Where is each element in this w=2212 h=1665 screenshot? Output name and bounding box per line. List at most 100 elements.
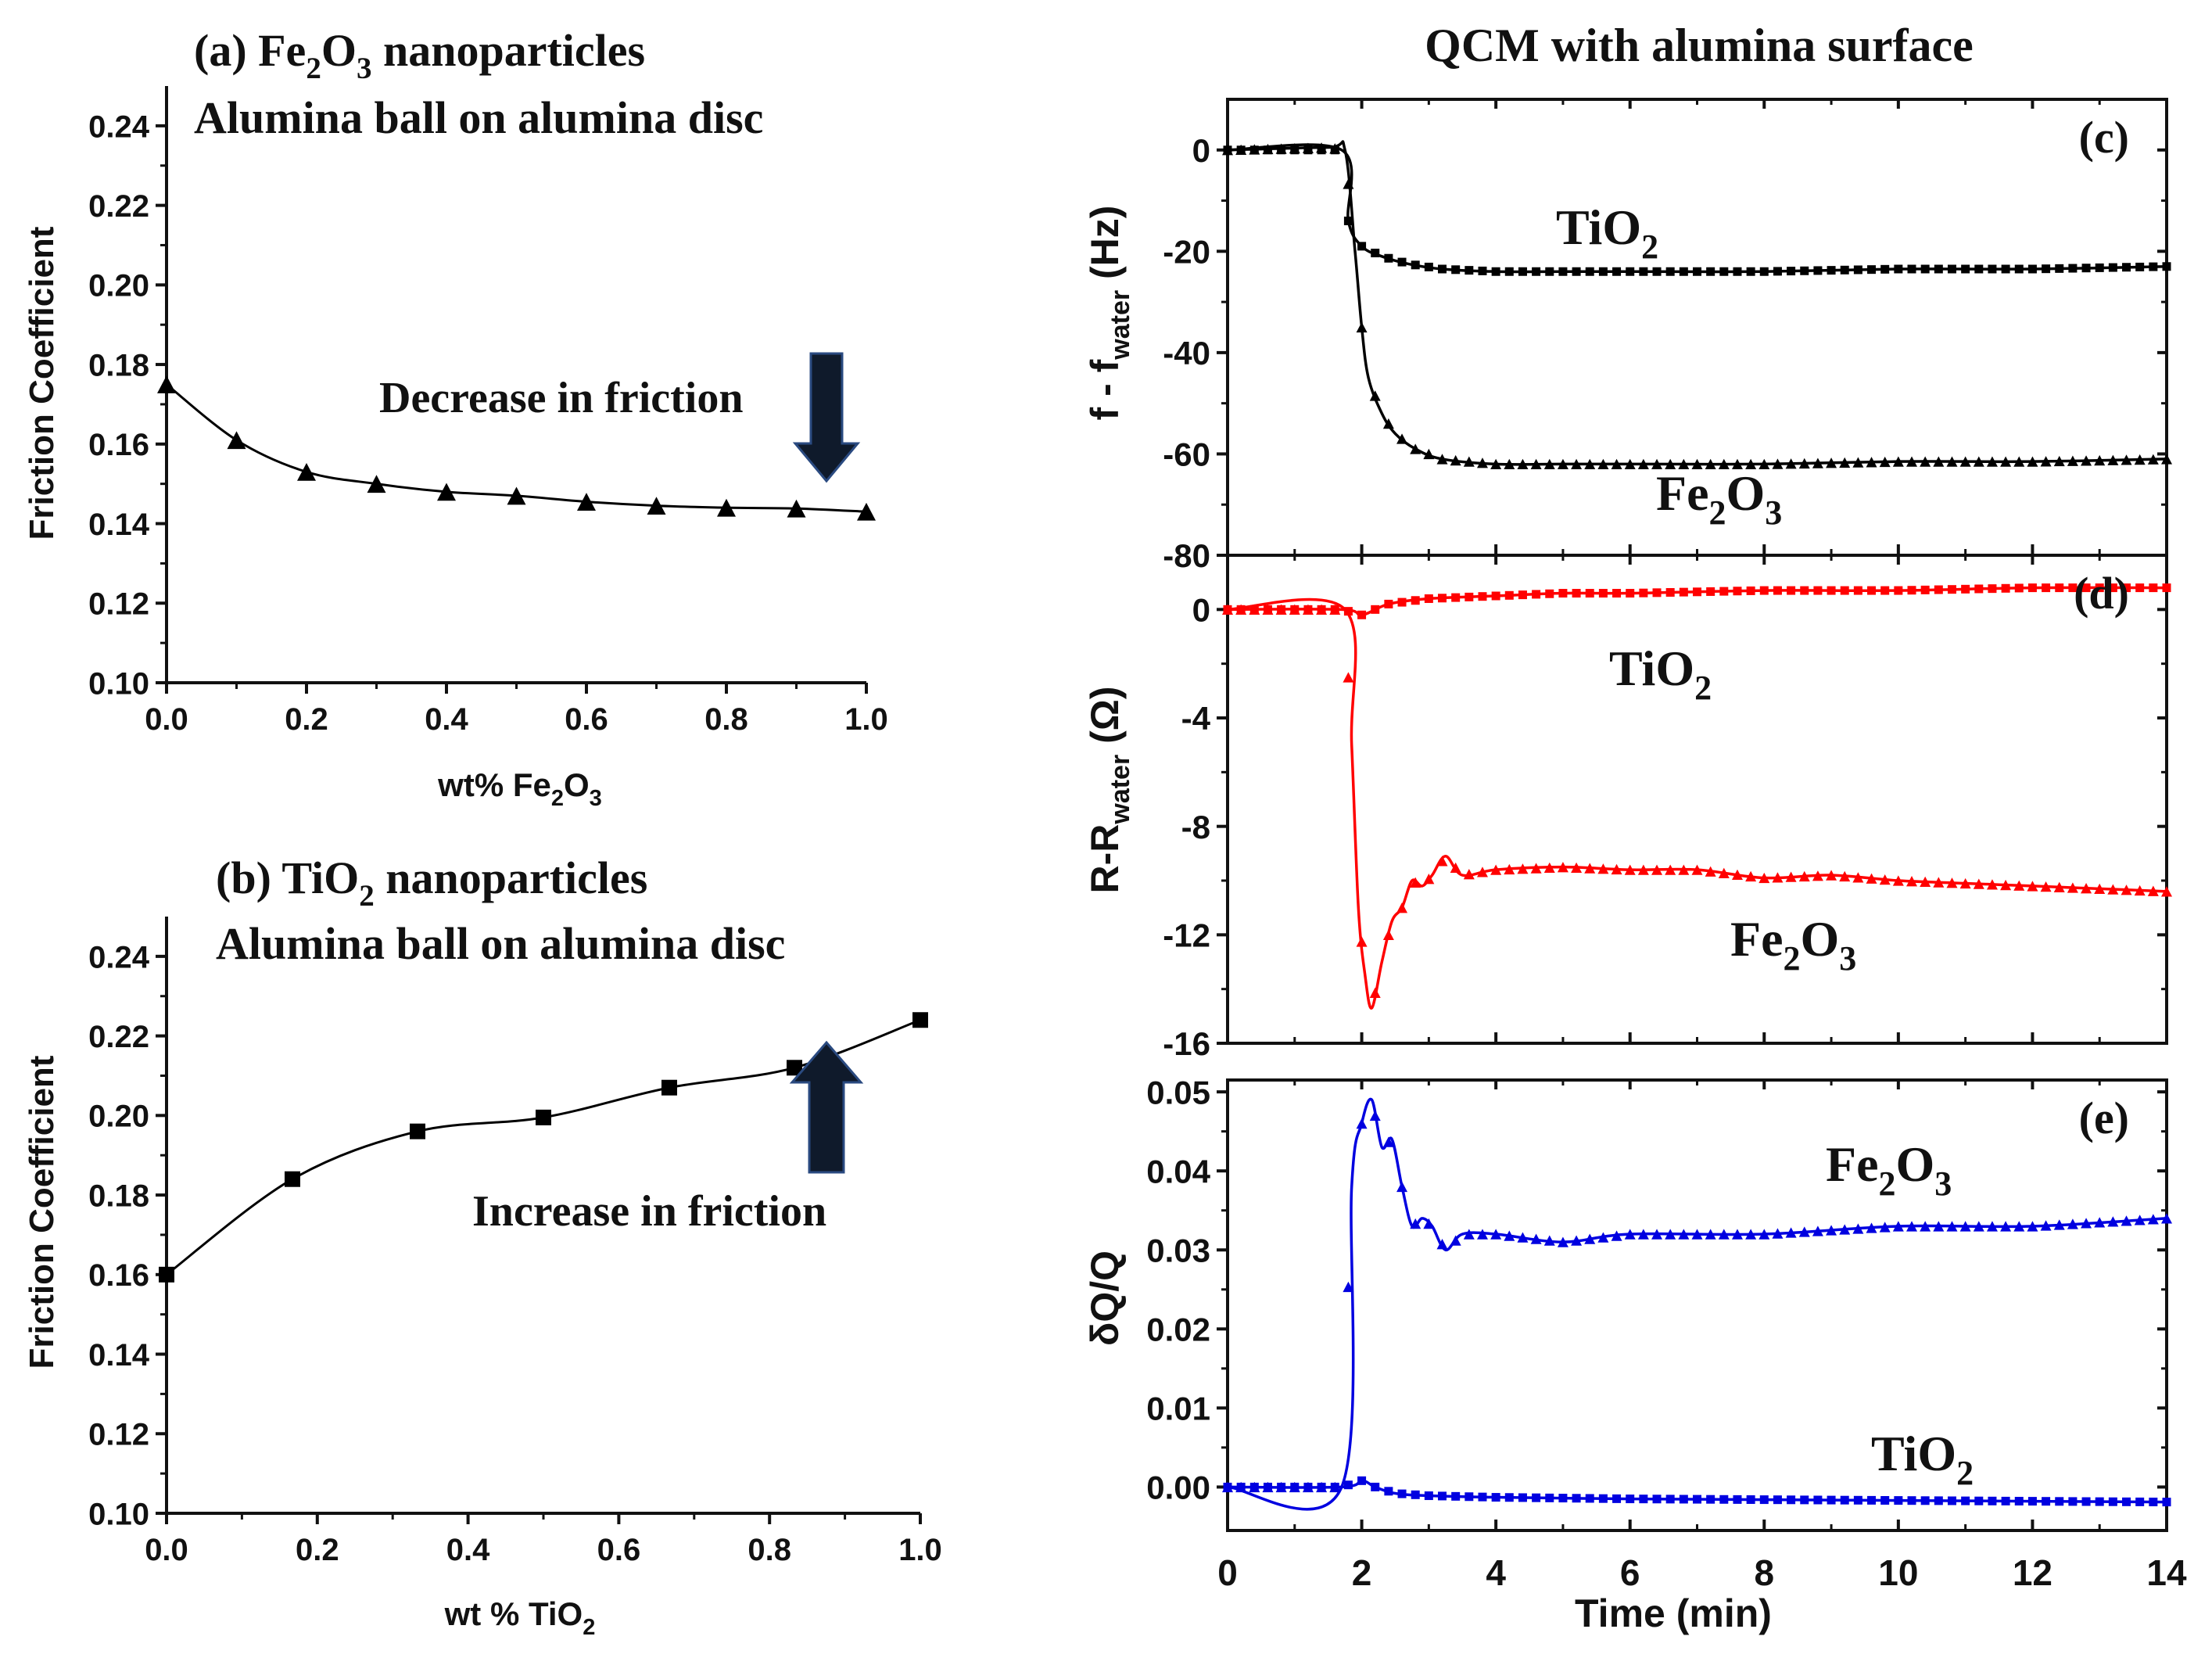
- series-marker-TiO2: [1504, 590, 1514, 600]
- data-point: [787, 1060, 803, 1076]
- series-marker-TiO2: [2122, 263, 2131, 272]
- x-tick-label: 4: [1486, 1552, 1506, 1593]
- panel-b-xlabel-text: wt % TiO: [444, 1595, 583, 1632]
- series-marker-TiO2: [1491, 267, 1500, 276]
- panel-c-fe2o3-label: Fe2O3: [1656, 465, 1782, 532]
- panel-c-fe2o3-label-subscript-2: 3: [1765, 493, 1782, 532]
- series-marker-TiO2: [1504, 1493, 1514, 1502]
- series-TiO2: [1223, 583, 2171, 619]
- series-marker-Fe2O3: [1986, 456, 1998, 467]
- series-marker-TiO2: [1706, 1495, 1715, 1504]
- panel-a-title-line1-text-post: nanoparticles: [371, 25, 645, 76]
- series-marker-TiO2: [1988, 264, 1997, 274]
- series-marker-Fe2O3: [1691, 458, 1703, 470]
- series-marker-TiO2: [1438, 1491, 1447, 1501]
- series-marker-Fe2O3: [1597, 458, 1609, 470]
- series-marker-Fe2O3: [1436, 1239, 1448, 1250]
- series-marker-TiO2: [1465, 1492, 1474, 1502]
- series-marker-TiO2: [1693, 587, 1701, 597]
- series-marker-TiO2: [1343, 1480, 1353, 1490]
- panel-b-title-line1-subscript: 2: [359, 879, 375, 913]
- data-point: [157, 375, 176, 393]
- data-point: [787, 499, 806, 518]
- data-point: [227, 431, 246, 450]
- series-marker-Fe2O3: [1571, 862, 1583, 874]
- series-marker-Fe2O3: [2027, 456, 2038, 467]
- series-marker-TiO2: [1853, 265, 1862, 275]
- x-tick-label: 1.0: [898, 1533, 942, 1567]
- series-marker-Fe2O3: [1249, 144, 1260, 155]
- series-marker-Fe2O3: [2134, 885, 2146, 896]
- series-marker-Fe2O3: [1920, 876, 1931, 888]
- series-marker-Fe2O3: [1530, 458, 1542, 470]
- panel-d-tio2-label: TiO2: [1609, 641, 1712, 707]
- series-marker-Fe2O3: [1892, 875, 1904, 886]
- plot-frame: [1226, 554, 2168, 1045]
- series-marker-Fe2O3: [1691, 1229, 1703, 1240]
- series-marker-TiO2: [1934, 264, 1943, 274]
- series-marker-Fe2O3: [2053, 1219, 2065, 1230]
- chart-panel-e: 0.00 0.01 0.02 0.03 0.04 0.05 0 2 4 6 8 10 12 14 (e) δQ…: [1083, 1074, 2187, 1635]
- series-marker-TiO2: [1773, 1495, 1782, 1505]
- series-marker-TiO2: [1626, 589, 1635, 598]
- series-marker-Fe2O3: [1490, 1229, 1502, 1240]
- y-tick-label: 0.24: [88, 940, 150, 974]
- series-marker-Fe2O3: [1410, 443, 1421, 454]
- y-tick-label: -20: [1163, 233, 1210, 270]
- series-marker-Fe2O3: [1611, 458, 1622, 470]
- series-marker-Fe2O3: [1235, 604, 1247, 615]
- x-tick-label: 0.4: [425, 702, 468, 737]
- series-marker-TiO2: [2162, 583, 2171, 593]
- series-marker-TiO2: [2122, 583, 2131, 593]
- series-marker-TiO2: [1626, 267, 1635, 276]
- series-marker-TiO2: [1478, 266, 1487, 275]
- series-marker-TiO2: [1733, 267, 1742, 276]
- x-tick-label: 10: [1878, 1552, 1918, 1593]
- y-tick-label: 0.20: [88, 1100, 149, 1134]
- y-tick-label: 0.14: [88, 508, 150, 542]
- series-marker-Fe2O3: [1382, 929, 1394, 940]
- series-marker-TiO2: [1371, 1482, 1380, 1491]
- series-marker-TiO2: [1384, 599, 1393, 608]
- x-tick-label: 0.0: [145, 1533, 188, 1567]
- series-marker-Fe2O3: [1745, 1229, 1757, 1240]
- series-marker-Fe2O3: [1396, 1181, 1408, 1193]
- series-marker-Fe2O3: [1543, 862, 1555, 874]
- series-marker-TiO2: [1532, 590, 1541, 599]
- series-marker-Fe2O3: [1275, 143, 1287, 154]
- series-marker-Fe2O3: [1490, 864, 1502, 875]
- data-point: [284, 1171, 300, 1187]
- series-marker-TiO2: [1934, 1496, 1943, 1505]
- series-marker-Fe2O3: [1557, 458, 1568, 470]
- series-marker-Fe2O3: [1530, 863, 1542, 874]
- series-marker-TiO2: [1853, 586, 1862, 595]
- series-marker-Fe2O3: [1678, 1229, 1690, 1240]
- series-marker-Fe2O3: [1637, 1229, 1649, 1240]
- series-TiO2: [1223, 1476, 2171, 1507]
- series-marker-TiO2: [2042, 264, 2051, 274]
- series-marker-Fe2O3: [1517, 1232, 1529, 1243]
- panel-d-ylabel-text: R-R: [1083, 824, 1127, 894]
- panel-e-tio2-label-text: TiO: [1871, 1426, 1956, 1481]
- series-marker-TiO2: [1880, 1495, 1890, 1505]
- series-marker-Fe2O3: [1316, 604, 1328, 615]
- series-marker-Fe2O3: [1705, 866, 1716, 877]
- panel-b-title-line2: Alumina ball on alumina disc: [216, 918, 785, 969]
- series-marker-Fe2O3: [1973, 878, 1984, 889]
- series-marker-Fe2O3: [1718, 867, 1730, 878]
- series-marker-Fe2O3: [1329, 143, 1341, 154]
- panel-label-d: (d): [2074, 568, 2129, 619]
- data-point: [437, 483, 456, 501]
- series-marker-Fe2O3: [1517, 458, 1529, 470]
- panel-c-tio2-label-text: TiO: [1556, 199, 1641, 255]
- series-marker-Fe2O3: [1584, 1233, 1596, 1244]
- series-marker-Fe2O3: [1557, 1236, 1568, 1247]
- series-marker-Fe2O3: [1946, 877, 1958, 888]
- y-tick-label: 0.01: [1146, 1390, 1210, 1426]
- panel-c-tio2-label: TiO2: [1556, 199, 1658, 266]
- series-marker-TiO2: [1236, 1482, 1246, 1491]
- series-marker-Fe2O3: [2081, 1218, 2092, 1229]
- series-marker-TiO2: [2042, 583, 2051, 593]
- series-marker-Fe2O3: [1812, 870, 1823, 881]
- series-marker-Fe2O3: [1611, 863, 1622, 875]
